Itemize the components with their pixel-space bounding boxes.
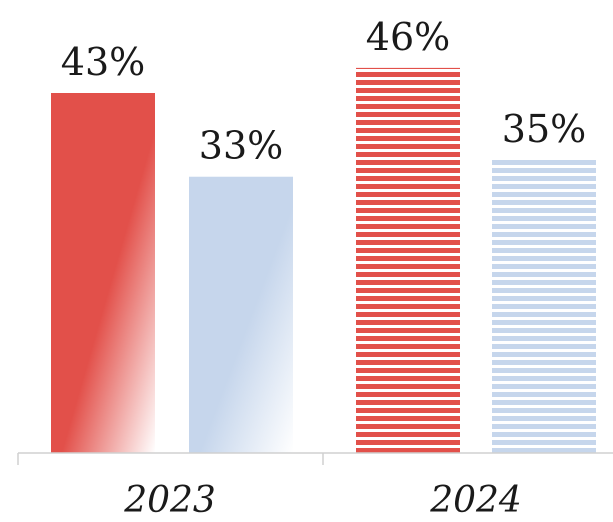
x-tick-label-2024: 2024 bbox=[429, 480, 522, 521]
bar-2023-series-2 bbox=[189, 176, 293, 453]
bar-2023-series-1 bbox=[51, 93, 155, 453]
bar-2024-series-2 bbox=[492, 159, 596, 453]
data-label-2024-series-2: 35% bbox=[502, 107, 586, 151]
data-label-2024-series-1: 46% bbox=[366, 15, 450, 59]
data-label-2023-series-1: 43% bbox=[61, 40, 145, 84]
bar-2024-series-1 bbox=[356, 67, 460, 453]
data-label-2023-series-2: 33% bbox=[199, 124, 283, 168]
x-tick-label-2023: 2023 bbox=[123, 480, 216, 521]
